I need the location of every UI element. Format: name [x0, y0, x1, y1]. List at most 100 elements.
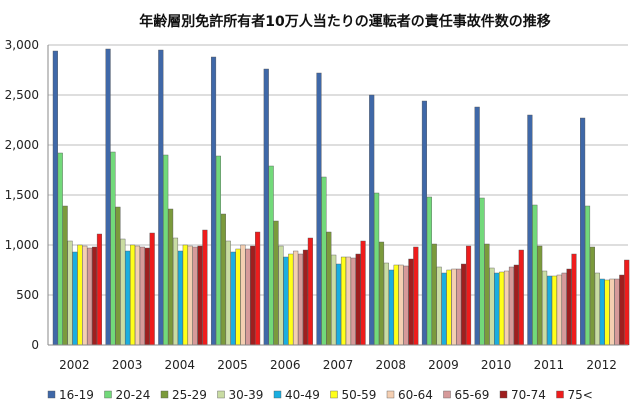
bar-40-49-2005: [230, 251, 236, 346]
bar-50-59-2004: [182, 244, 188, 346]
bar-25-29-2009: [431, 243, 437, 346]
bar-20-24-2009: [426, 196, 432, 346]
bar-75<-2012: [624, 259, 630, 346]
legend-swatch: [104, 390, 112, 399]
bar-40-49-2011: [546, 275, 553, 346]
legend-label: 70-74: [511, 388, 546, 402]
bar-20-24-2006: [268, 165, 274, 346]
y-tick-label: 500: [16, 288, 39, 302]
x-tick-label: 2008: [375, 358, 406, 372]
bar-16-19-2002: [52, 50, 58, 346]
bar-65-69-2004: [192, 246, 198, 346]
legend-label: 60-64: [398, 388, 433, 402]
bar-30-39-2002: [67, 240, 73, 346]
bar-16-19-2012: [580, 117, 586, 346]
legend-label: 30-39: [229, 388, 264, 402]
bar-25-29-2006: [273, 220, 279, 346]
legend-label: 65-69: [455, 388, 490, 402]
bar-40-49-2012: [599, 278, 605, 346]
bar-40-49-2003: [125, 250, 131, 346]
legend-label: 50-59: [342, 388, 377, 402]
bar-25-29-2004: [168, 208, 174, 346]
bar-50-59-2011: [551, 275, 557, 346]
bar-70-74-2010: [513, 264, 519, 346]
bar-65-69-2011: [561, 272, 567, 346]
bar-30-39-2006: [278, 245, 284, 346]
bar-25-29-2007: [326, 231, 332, 346]
bar-60-64-2004: [187, 245, 193, 346]
bar-60-64-2006: [293, 250, 299, 346]
bar-75<-2005: [255, 231, 261, 346]
bar-65-69-2007: [350, 257, 356, 346]
bar-50-59-2007: [340, 256, 347, 346]
y-tick-label: 3,000: [5, 38, 39, 52]
bar-20-24-2003: [110, 151, 116, 346]
bar-70-74-2008: [408, 258, 414, 346]
x-tick-label: 2002: [59, 358, 90, 372]
legend-swatch: [47, 390, 56, 399]
bar-70-74-2003: [144, 247, 150, 346]
bar-60-64-2012: [609, 278, 615, 346]
y-tick-label: 1,500: [5, 188, 39, 202]
bar-30-39-2004: [172, 237, 179, 346]
legend-label: 40-49: [285, 388, 320, 402]
bar-20-24-2004: [163, 154, 169, 346]
bar-50-59-2003: [130, 244, 136, 346]
bar-70-74-2002: [91, 246, 98, 346]
bar-65-69-2012: [614, 278, 620, 346]
bar-40-49-2009: [441, 272, 447, 346]
bar-70-74-2012: [619, 274, 625, 346]
x-tick-label: 2006: [270, 358, 301, 372]
bar-20-24-2012: [584, 205, 591, 346]
bar-60-64-2007: [345, 256, 351, 346]
y-tick-label: 2,500: [5, 88, 39, 102]
bar-50-59-2008: [393, 264, 399, 346]
bar-75<-2008: [413, 246, 419, 346]
bar-75<-2011: [571, 253, 577, 346]
x-tick-label: 2007: [323, 358, 354, 372]
bar-30-39-2007: [331, 254, 337, 346]
bar-70-74-2007: [355, 253, 361, 346]
x-tick-label: 2012: [586, 358, 617, 372]
bar-50-59-2009: [446, 269, 452, 346]
bar-60-64-2008: [398, 264, 404, 346]
bar-50-59-2005: [235, 248, 241, 346]
bar-75<-2006: [307, 237, 313, 346]
bar-65-69-2002: [87, 247, 93, 346]
x-tick-label: 2011: [534, 358, 565, 372]
bar-75<-2007: [360, 240, 366, 346]
legend-label: 20-24: [116, 388, 151, 402]
bar-40-49-2008: [388, 269, 394, 346]
bar-75<-2004: [202, 229, 208, 346]
bar-50-59-2010: [499, 271, 505, 346]
bar-60-64-2009: [451, 268, 457, 346]
bar-30-39-2003: [120, 238, 126, 346]
bar-16-19-2009: [421, 100, 427, 346]
bar-75<-2010: [518, 249, 524, 346]
bar-40-49-2010: [494, 272, 500, 346]
bar-25-29-2011: [537, 245, 543, 346]
bar-16-19-2004: [158, 49, 164, 346]
bar-16-19-2007: [316, 72, 322, 346]
bar-30-39-2011: [542, 270, 548, 346]
legend-label: 25-29: [172, 388, 207, 402]
bar-75<-2009: [465, 245, 472, 346]
bar-30-39-2005: [225, 240, 231, 346]
chart-title: 年齢層別免許所有者10万人当たりの運転者の責任事故件数の推移: [139, 13, 550, 30]
x-tick-label: 2010: [481, 358, 512, 372]
bar-60-64-2011: [556, 274, 562, 346]
legend-swatch: [386, 390, 395, 399]
bar-65-69-2010: [508, 266, 515, 346]
bar-70-74-2011: [566, 268, 572, 346]
bar-20-24-2008: [374, 192, 380, 346]
bar-20-24-2002: [57, 152, 63, 346]
bar-20-24-2007: [321, 176, 327, 346]
legend-swatch: [330, 390, 338, 399]
bar-16-19-2005: [210, 56, 217, 346]
legend-swatch: [160, 390, 169, 399]
bar-60-64-2010: [504, 270, 510, 346]
bar-70-74-2009: [461, 263, 467, 346]
bar-16-19-2003: [105, 48, 111, 346]
bar-70-74-2005: [250, 245, 256, 346]
bar-20-24-2010: [479, 197, 485, 346]
